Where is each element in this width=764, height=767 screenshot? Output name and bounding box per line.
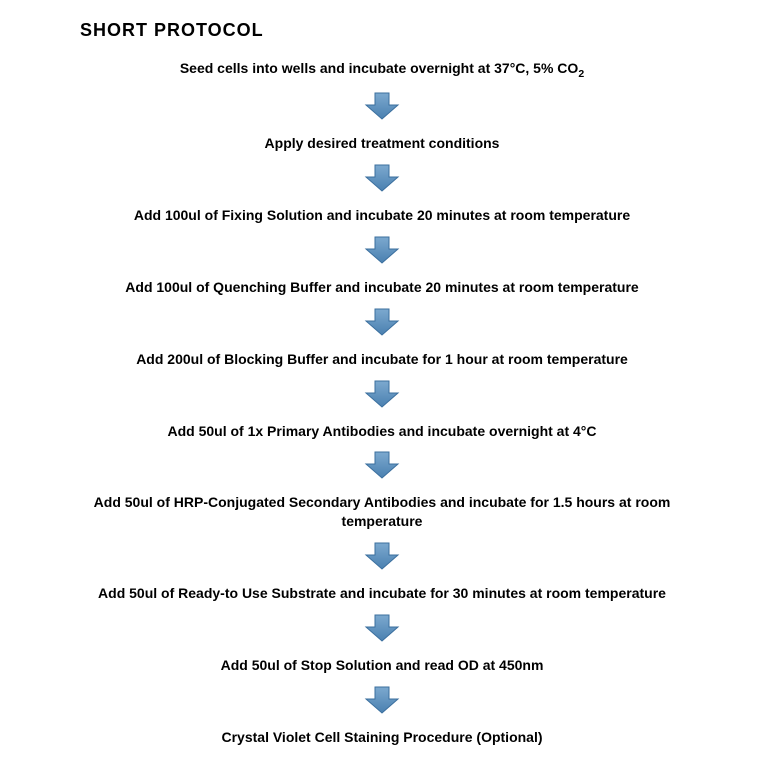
down-arrow-icon	[364, 450, 400, 485]
down-arrow-icon	[364, 685, 400, 720]
flow-step: Add 50ul of Stop Solution and read OD at…	[181, 656, 584, 675]
flow-step: Crystal Violet Cell Staining Procedure (…	[181, 728, 582, 747]
flow-step: Seed cells into wells and incubate overn…	[140, 59, 624, 81]
down-arrow-icon	[364, 541, 400, 576]
down-arrow-icon	[364, 613, 400, 648]
down-arrow-icon	[364, 379, 400, 414]
flow-step: Add 50ul of Ready-to Use Substrate and i…	[58, 584, 706, 603]
down-arrow-icon	[364, 91, 400, 126]
down-arrow-icon	[364, 163, 400, 198]
protocol-title: SHORT PROTOCOL	[80, 20, 744, 41]
flow-step: Add 100ul of Fixing Solution and incubat…	[94, 206, 670, 225]
flow-step: Apply desired treatment conditions	[225, 134, 540, 153]
flow-step: Add 50ul of HRP-Conjugated Secondary Ant…	[20, 493, 744, 531]
flow-step: Add 200ul of Blocking Buffer and incubat…	[96, 350, 668, 369]
down-arrow-icon	[364, 307, 400, 342]
flowchart-container: Seed cells into wells and incubate overn…	[20, 59, 744, 747]
flow-step: Add 50ul of 1x Primary Antibodies and in…	[127, 422, 636, 441]
down-arrow-icon	[364, 235, 400, 270]
flow-step: Add 100ul of Quenching Buffer and incuba…	[85, 278, 678, 297]
